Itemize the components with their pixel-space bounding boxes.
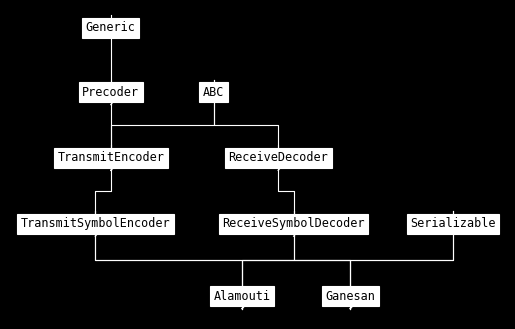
Text: TransmitEncoder: TransmitEncoder (57, 151, 164, 164)
Text: Alamouti: Alamouti (214, 290, 270, 303)
Text: Generic: Generic (86, 21, 135, 35)
Text: ReceiveSymbolDecoder: ReceiveSymbolDecoder (222, 217, 365, 230)
Text: ABC: ABC (203, 86, 225, 99)
Text: Precoder: Precoder (82, 86, 139, 99)
Text: ReceiveDecoder: ReceiveDecoder (228, 151, 328, 164)
Text: Ganesan: Ganesan (325, 290, 375, 303)
Text: TransmitSymbolEncoder: TransmitSymbolEncoder (21, 217, 170, 230)
Text: Serializable: Serializable (410, 217, 496, 230)
